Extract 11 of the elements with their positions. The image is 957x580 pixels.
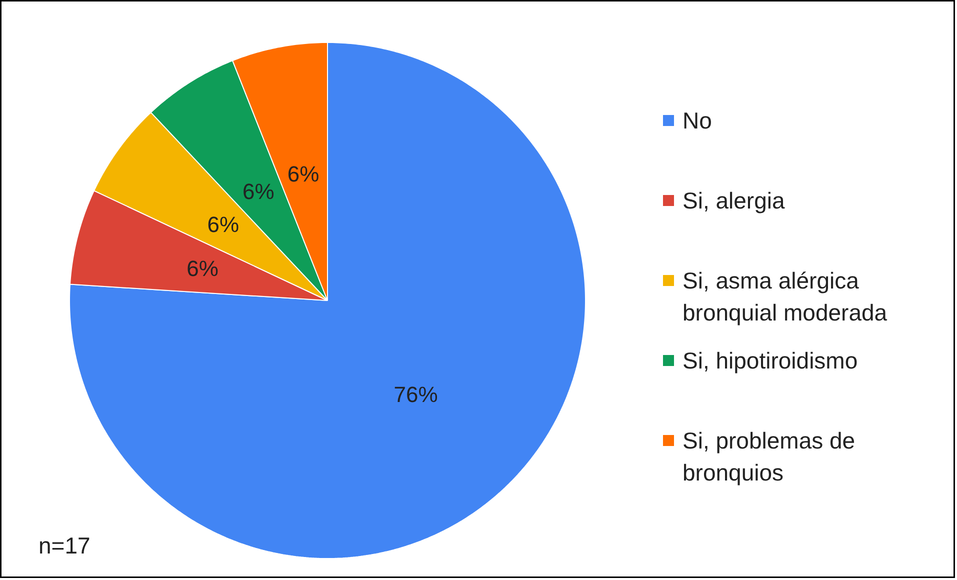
legend-label: Si, alergia: [682, 188, 785, 214]
legend-label: Si, problemas de bronquios: [682, 428, 856, 486]
legend-label: Si, asma alérgica bronquial moderada: [682, 268, 888, 326]
data-label: 6%: [207, 212, 240, 238]
data-label: 76%: [394, 382, 438, 408]
data-label: 6%: [186, 256, 218, 281]
data-label: 6%: [242, 179, 274, 204]
legend-label: Si, hipotiroidismo: [682, 348, 858, 374]
data-label: 6%: [287, 161, 320, 186]
legend-label: No: [682, 108, 712, 134]
text: n=17: [38, 532, 90, 558]
